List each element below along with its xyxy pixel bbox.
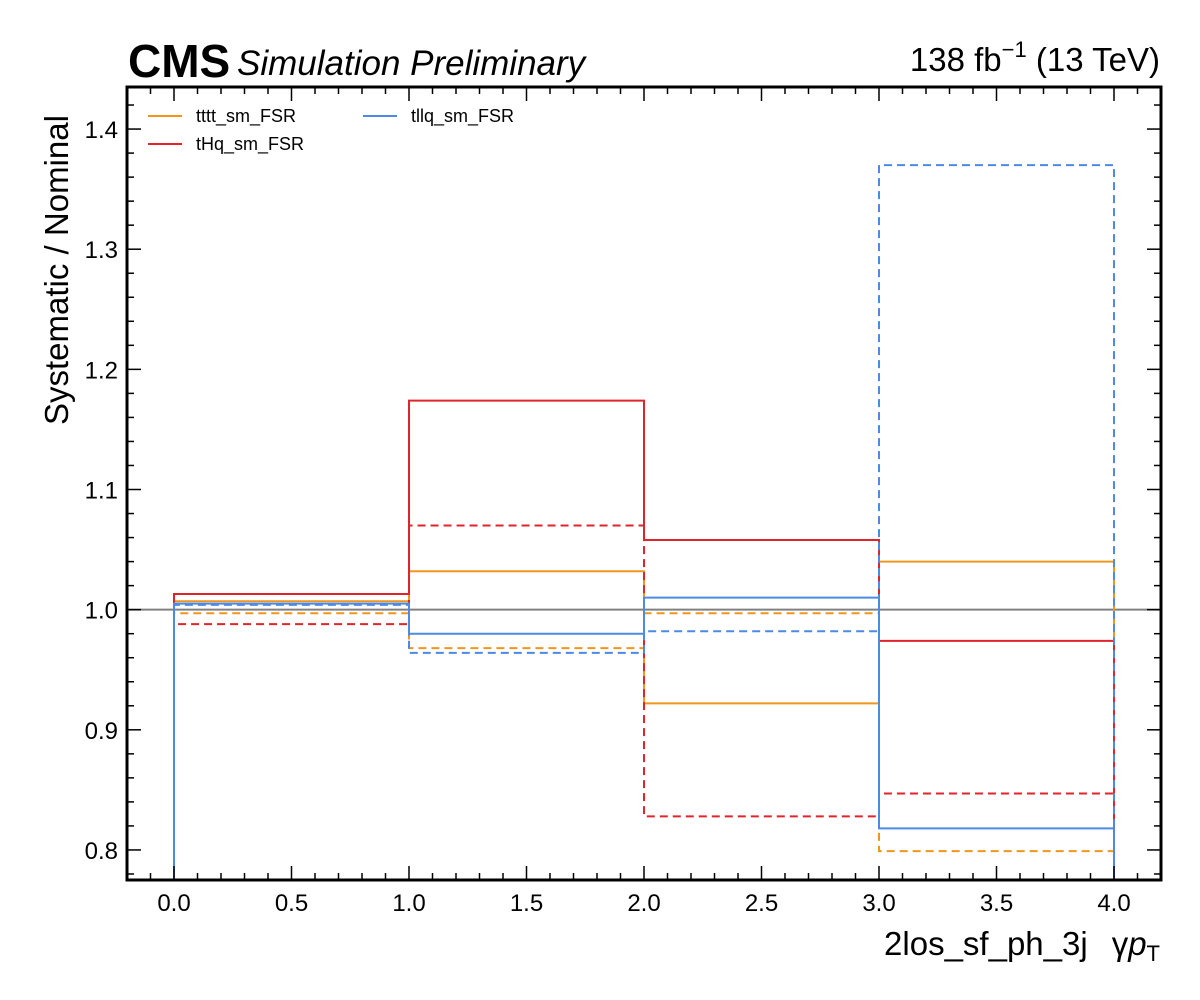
- legend-label-tHq: tHq_sm_FSR: [196, 134, 304, 155]
- plot-frame: [125, 85, 1163, 882]
- series-tHq-dashed: [173, 524, 1115, 880]
- x-axis-subscript: T: [1147, 941, 1160, 966]
- y-tick-label: 0.8: [85, 838, 118, 865]
- y-axis-title: Systematic / Nominal: [38, 115, 75, 425]
- x-tick-label: 2.0: [627, 890, 660, 917]
- x-axis-title: 2los_sf_ph_3j γpT: [884, 925, 1160, 966]
- lumi-label: 138 fb−1 (13 TeV): [910, 37, 1160, 78]
- x-axis-region: 2los_sf_ph_3j: [884, 925, 1088, 962]
- experiment-label: CMS: [128, 35, 230, 87]
- energy-label: (13 TeV): [1036, 41, 1160, 78]
- x-axis-gamma: γ: [1112, 925, 1129, 962]
- y-tick-label: 1.0: [85, 598, 118, 625]
- x-tick-label: 3.0: [862, 890, 895, 917]
- y-tick-label: 0.9: [85, 718, 118, 745]
- series-tllq-dashed: [173, 164, 1115, 880]
- x-tick-label: 0.0: [157, 890, 190, 917]
- legend: tttt_sm_FSR tHq_sm_FSR tllq_sm_FSR: [148, 106, 514, 155]
- y-tick-label: 1.1: [85, 478, 118, 505]
- status-label: Simulation Preliminary: [237, 44, 588, 83]
- series-tllq-solid: [173, 596, 1115, 880]
- y-tick-label: 1.2: [85, 357, 118, 384]
- x-tick-label: 1.5: [510, 890, 543, 917]
- x-tick-label: 4.0: [1097, 890, 1130, 917]
- x-axis-p: p: [1127, 925, 1146, 962]
- x-tick-label: 2.5: [745, 890, 778, 917]
- legend-label-tttt: tttt_sm_FSR: [196, 106, 296, 127]
- series-tHq-solid: [173, 399, 1115, 880]
- lumi-exponent: −1: [1002, 37, 1027, 62]
- lumi-value: 138 fb: [910, 41, 1002, 78]
- x-tick-label: 1.0: [392, 890, 425, 917]
- y-tick-label: 1.3: [85, 237, 118, 264]
- x-tick-label: 0.5: [275, 890, 308, 917]
- tick-labels: 0.0 0.5 1.0 1.5 2.0 2.5 3.0 3.5 4.0 0.8 0.9 1.0 1.1 1…: [85, 117, 1131, 917]
- series-tttt-dashed: [173, 612, 1115, 880]
- legend-label-tllq: tllq_sm_FSR: [411, 106, 514, 127]
- y-tick-label: 1.4: [85, 117, 118, 144]
- plot-area: [127, 164, 1161, 880]
- x-tick-label: 3.5: [980, 890, 1013, 917]
